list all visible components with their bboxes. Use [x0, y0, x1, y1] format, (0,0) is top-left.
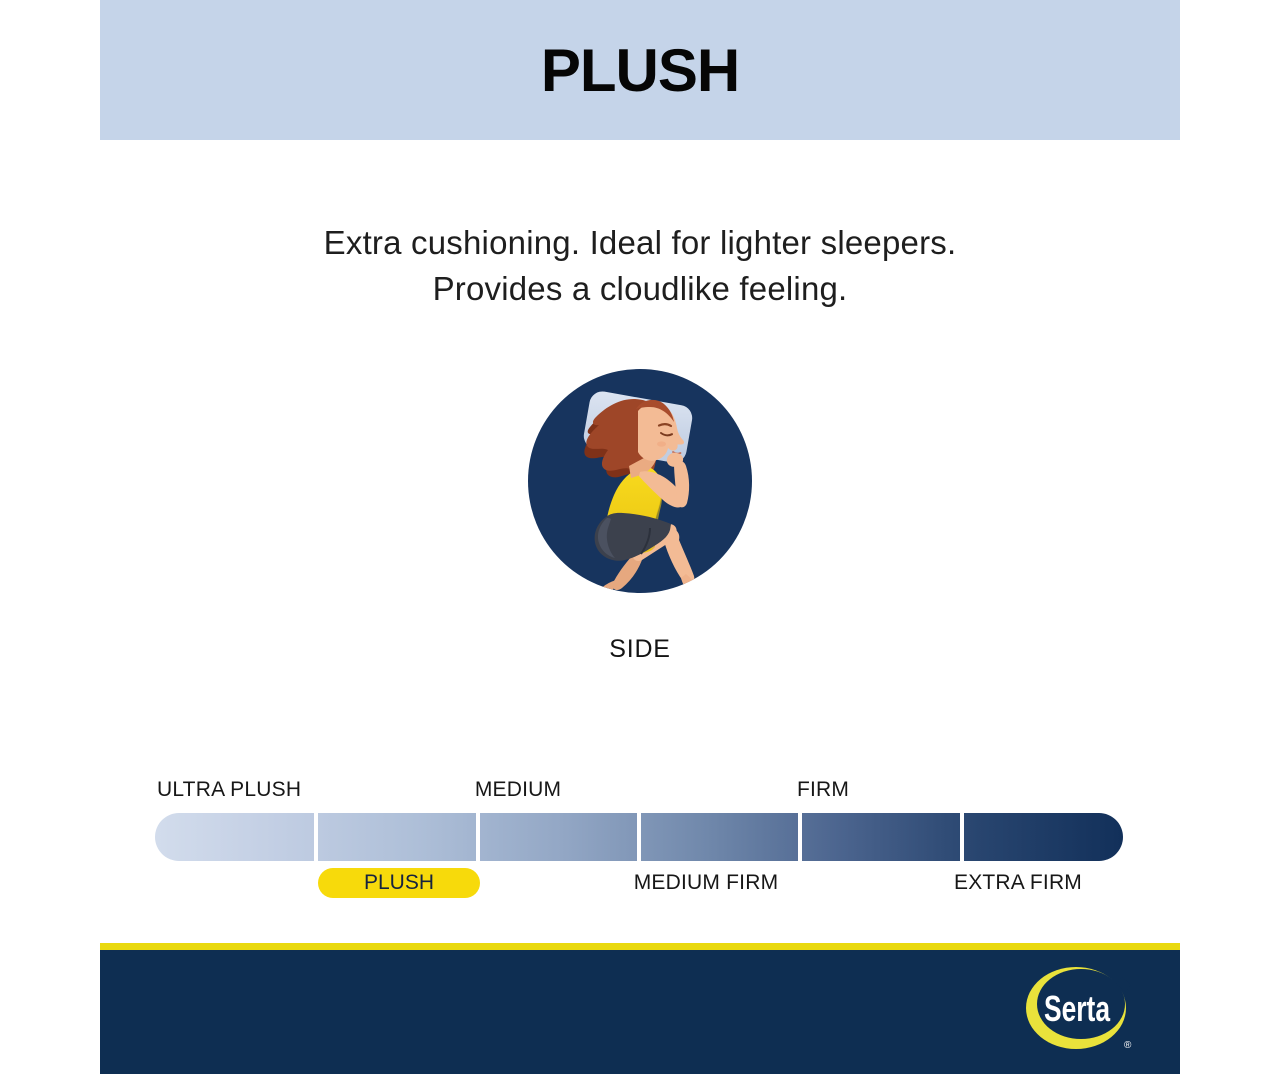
eyebrow — [657, 423, 673, 428]
scale-label-extra-firm: EXTRA FIRM — [953, 871, 1083, 894]
firmness-gradient-bar — [155, 813, 1123, 861]
shorts — [594, 512, 671, 561]
shorts-highlight — [597, 518, 615, 558]
footer-accent-line — [100, 943, 1180, 950]
scale-label-firm: FIRM — [796, 778, 850, 801]
segment-divider — [475, 813, 480, 861]
closed-eye — [660, 432, 673, 437]
page-title: PLUSH — [540, 36, 740, 104]
scale-label-ultra-plush: ULTRA PLUSH — [157, 778, 302, 801]
forearm — [674, 460, 690, 508]
side-sleeper-icon — [528, 369, 752, 593]
description-line-2: Provides a cloudlike feeling. — [432, 270, 848, 307]
footer-band: Serta ® — [100, 950, 1180, 1074]
hand — [666, 452, 684, 467]
hair-fringe — [636, 399, 674, 422]
firmness-scale: ULTRA PLUSH MEDIUM FIRM PLUSH MEDIUM FIR… — [155, 778, 1123, 908]
front-shin — [664, 528, 695, 585]
upper-arm — [639, 471, 685, 508]
serta-wordmark: Serta — [1044, 988, 1111, 1029]
registered-mark: ® — [1124, 1040, 1132, 1051]
neck — [629, 458, 656, 478]
scale-label-medium-firm: MEDIUM FIRM — [633, 871, 779, 894]
description-text: Extra cushioning. Ideal for lighter slee… — [0, 220, 1280, 312]
sleep-position-label: SIDE — [609, 635, 671, 663]
scale-top-labels: ULTRA PLUSH MEDIUM FIRM — [155, 778, 1123, 805]
scale-bottom-labels: PLUSH MEDIUM FIRM EXTRA FIRM — [155, 868, 1123, 908]
blush — [657, 441, 666, 447]
sleep-position-illustration — [528, 369, 752, 593]
segment-divider — [798, 813, 803, 861]
shorts-hem-line — [640, 527, 651, 555]
scale-label-medium: MEDIUM — [474, 778, 562, 801]
selected-firmness-pill: PLUSH — [318, 868, 480, 898]
description-line-1: Extra cushioning. Ideal for lighter slee… — [323, 224, 957, 261]
segment-divider — [314, 813, 319, 861]
segment-divider — [637, 813, 641, 861]
back-leg — [612, 553, 643, 591]
scale-label-plush: PLUSH — [363, 871, 435, 894]
header-band: PLUSH — [100, 0, 1180, 140]
segment-divider — [959, 813, 964, 861]
serta-logo: Serta ® — [1026, 967, 1132, 1051]
